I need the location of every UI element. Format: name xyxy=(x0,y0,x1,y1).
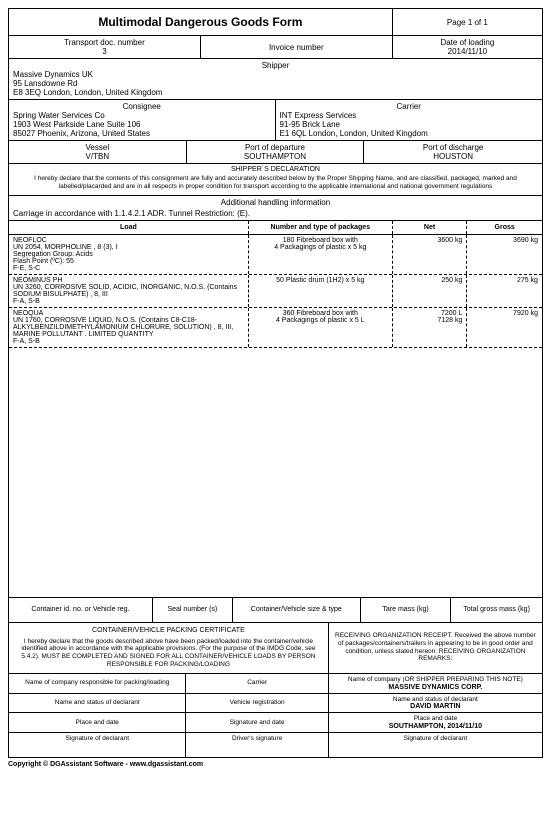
item-un: UN 1760, CORROSIVE LIQUID, N.O.S. (Conta… xyxy=(13,317,244,338)
receiving-text: RECEIVING ORGANIZATION RECEIPT. Received… xyxy=(335,632,536,663)
item-extra: F-A, S-B xyxy=(13,298,244,305)
col2r3: Signature and date xyxy=(186,713,328,732)
declaration-text: I hereby declare that the contents of th… xyxy=(13,173,538,193)
tare-label: Tare mass (kg) xyxy=(365,606,447,613)
col1r2: Name and status of declarant xyxy=(9,694,186,713)
col-gross: Gross xyxy=(467,221,542,234)
item-un: UN 2054, MORPHOLINE , 8 (3), I xyxy=(13,244,244,251)
sig1: Signature of declarant xyxy=(9,733,186,757)
item-net: 3600 kg xyxy=(397,237,463,244)
col1r3: Place and date xyxy=(9,713,186,732)
item-pack: 4 Packagings of plastic x 5 kg xyxy=(253,244,388,251)
seal-label: Seal number (s) xyxy=(157,606,228,613)
col1r1: Name of company responsible for packing/… xyxy=(9,674,186,693)
col3r1-value: MASSIVE DYNAMICS CORP. xyxy=(333,684,538,691)
consignee-name: Spring Water Services Co xyxy=(13,111,271,120)
body-spacer xyxy=(9,348,542,598)
item-pack: 4 Packagings of plastic x 5 L xyxy=(253,317,388,324)
item-extra: Segregation Group: Acids xyxy=(13,251,244,258)
col-net: Net xyxy=(393,221,468,234)
dangerous-goods-form: Multimodal Dangerous Goods Form Page 1 o… xyxy=(8,8,543,758)
col3r2-label: Name and status of declarant xyxy=(333,696,538,704)
sig3: Signature of declarant xyxy=(329,733,542,757)
item-un: UN 3260, CORROSIVE SOLID, ACIDIC, INORGA… xyxy=(13,284,244,298)
date-value: 2014/11/10 xyxy=(397,47,538,56)
item-gross: 3690 kg xyxy=(471,237,538,244)
vessel-value: V/TBN xyxy=(13,152,182,161)
declaration-heading: SHIPPER´S DECLARATION xyxy=(13,166,538,173)
departure-value: SOUTHAMPTON xyxy=(191,152,360,161)
carrier-addr2: E1 6QL London, London, United Kingdom xyxy=(280,129,539,138)
shipper-label: Shipper xyxy=(13,61,538,70)
container-id-label: Container id. no. or Vehicle reg. xyxy=(13,606,148,613)
item-gross: 7920 kg xyxy=(471,310,538,317)
col3r3-label: Place and date xyxy=(333,715,538,723)
table-row: NEOFLOC UN 2054, MORPHOLINE , 8 (3), I S… xyxy=(9,235,542,275)
item-pack: 50 Plastic drum (1H2) x 5 kg xyxy=(253,277,388,284)
items-header: Load Number and type of packages Net Gro… xyxy=(9,221,542,235)
item-pack: 360 Fibreboard box with xyxy=(253,310,388,317)
copyright-footer: Copyright © DGAssistant Software - www.d… xyxy=(8,758,543,768)
carrier-label: Carrier xyxy=(280,102,539,111)
discharge-value: HOUSTON xyxy=(368,152,538,161)
col-load: Load xyxy=(9,221,249,234)
item-name: NEOFLOC xyxy=(13,237,244,244)
sig2: Driver's signature xyxy=(186,733,328,757)
handling-heading: Additional handling information xyxy=(13,198,538,207)
col2r1: Carrier xyxy=(186,674,328,693)
item-extra: Flash Point (ºC): 55 xyxy=(13,258,244,265)
table-row: NEOQUA UN 1760, CORROSIVE LIQUID, N.O.S.… xyxy=(9,308,542,348)
packing-cert-text: I hereby declare that the goods describe… xyxy=(15,638,322,669)
item-name: NEOQUA xyxy=(13,310,244,317)
shipper-cell: Shipper Massive Dynamics UK 95 Lansdowne… xyxy=(9,59,542,99)
transport-doc-value: 3 xyxy=(13,47,196,56)
shipper-addr2: E8 3EQ London, London, United Kingdom xyxy=(13,88,538,97)
carrier-cell: Carrier INT Express Services 91-95 Brick… xyxy=(276,100,543,140)
carrier-name: INT Express Services xyxy=(280,111,539,120)
form-title: Multimodal Dangerous Goods Form xyxy=(13,11,388,33)
date-label: Date of loading xyxy=(397,38,538,47)
departure-label: Port of departure xyxy=(191,143,360,152)
item-net: 7200 L 7128 kg xyxy=(397,310,463,324)
page-indicator: Page 1 of 1 xyxy=(397,18,538,27)
col3r2-value: DAVID MARTIN xyxy=(333,703,538,710)
item-extra: F-A, S-B xyxy=(13,338,244,345)
total-gross-label: Total gross mass (kg) xyxy=(455,606,538,613)
transport-doc-label: Transport doc. number xyxy=(13,38,196,47)
col-packages: Number and type of packages xyxy=(249,221,393,234)
handling-text: Carriage in accordance with 1.1.4.2.1 AD… xyxy=(13,207,538,218)
vessel-label: Vessel xyxy=(13,143,182,152)
size-type-label: Container/Vehicle size & type xyxy=(237,606,356,613)
item-name: NEOMINUS PH xyxy=(13,277,244,284)
item-gross: 275 kg xyxy=(471,277,538,284)
packing-cert-title: CONTAINER/VEHICLE PACKING CERTIFICATE xyxy=(15,627,322,638)
shipper-name: Massive Dynamics UK xyxy=(13,70,538,79)
consignee-cell: Consignee Spring Water Services Co 1903 … xyxy=(9,100,276,140)
shipper-addr1: 95 Lansdowne Rd xyxy=(13,79,538,88)
consignee-addr2: 85027 Phoenix, Arizona, United States xyxy=(13,129,271,138)
item-pack: 180 Fibreboard box with xyxy=(253,237,388,244)
col3r3-value: SOUTHAMPTON, 2014/11/10 xyxy=(333,723,538,730)
consignee-addr1: 1903 West Parkside Lane Suite 106 xyxy=(13,120,271,129)
consignee-label: Consignee xyxy=(13,102,271,111)
item-net: 250 kg xyxy=(397,277,463,284)
carrier-addr1: 91-95 Brick Lane xyxy=(280,120,539,129)
invoice-label: Invoice number xyxy=(205,43,388,52)
col3r1-label: Name of company (OR SHIPPER PREPARING TH… xyxy=(333,676,538,684)
table-row: NEOMINUS PH UN 3260, CORROSIVE SOLID, AC… xyxy=(9,275,542,308)
col2r2: Vehicle registration xyxy=(186,694,328,713)
discharge-label: Port of discharge xyxy=(368,143,538,152)
item-extra: F-E, S-C xyxy=(13,265,244,272)
